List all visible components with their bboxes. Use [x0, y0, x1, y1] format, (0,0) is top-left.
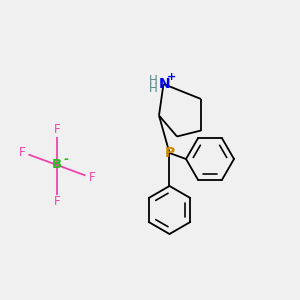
Text: H: H [148, 74, 158, 88]
Text: P: P [164, 146, 175, 160]
Text: N: N [158, 77, 170, 91]
Text: B: B [52, 158, 62, 172]
Text: F: F [88, 171, 95, 184]
Text: +: + [167, 71, 176, 82]
Text: H: H [148, 82, 158, 95]
Text: F: F [54, 123, 60, 136]
Text: F: F [19, 146, 26, 159]
Text: -: - [63, 153, 68, 166]
Text: F: F [54, 195, 60, 208]
